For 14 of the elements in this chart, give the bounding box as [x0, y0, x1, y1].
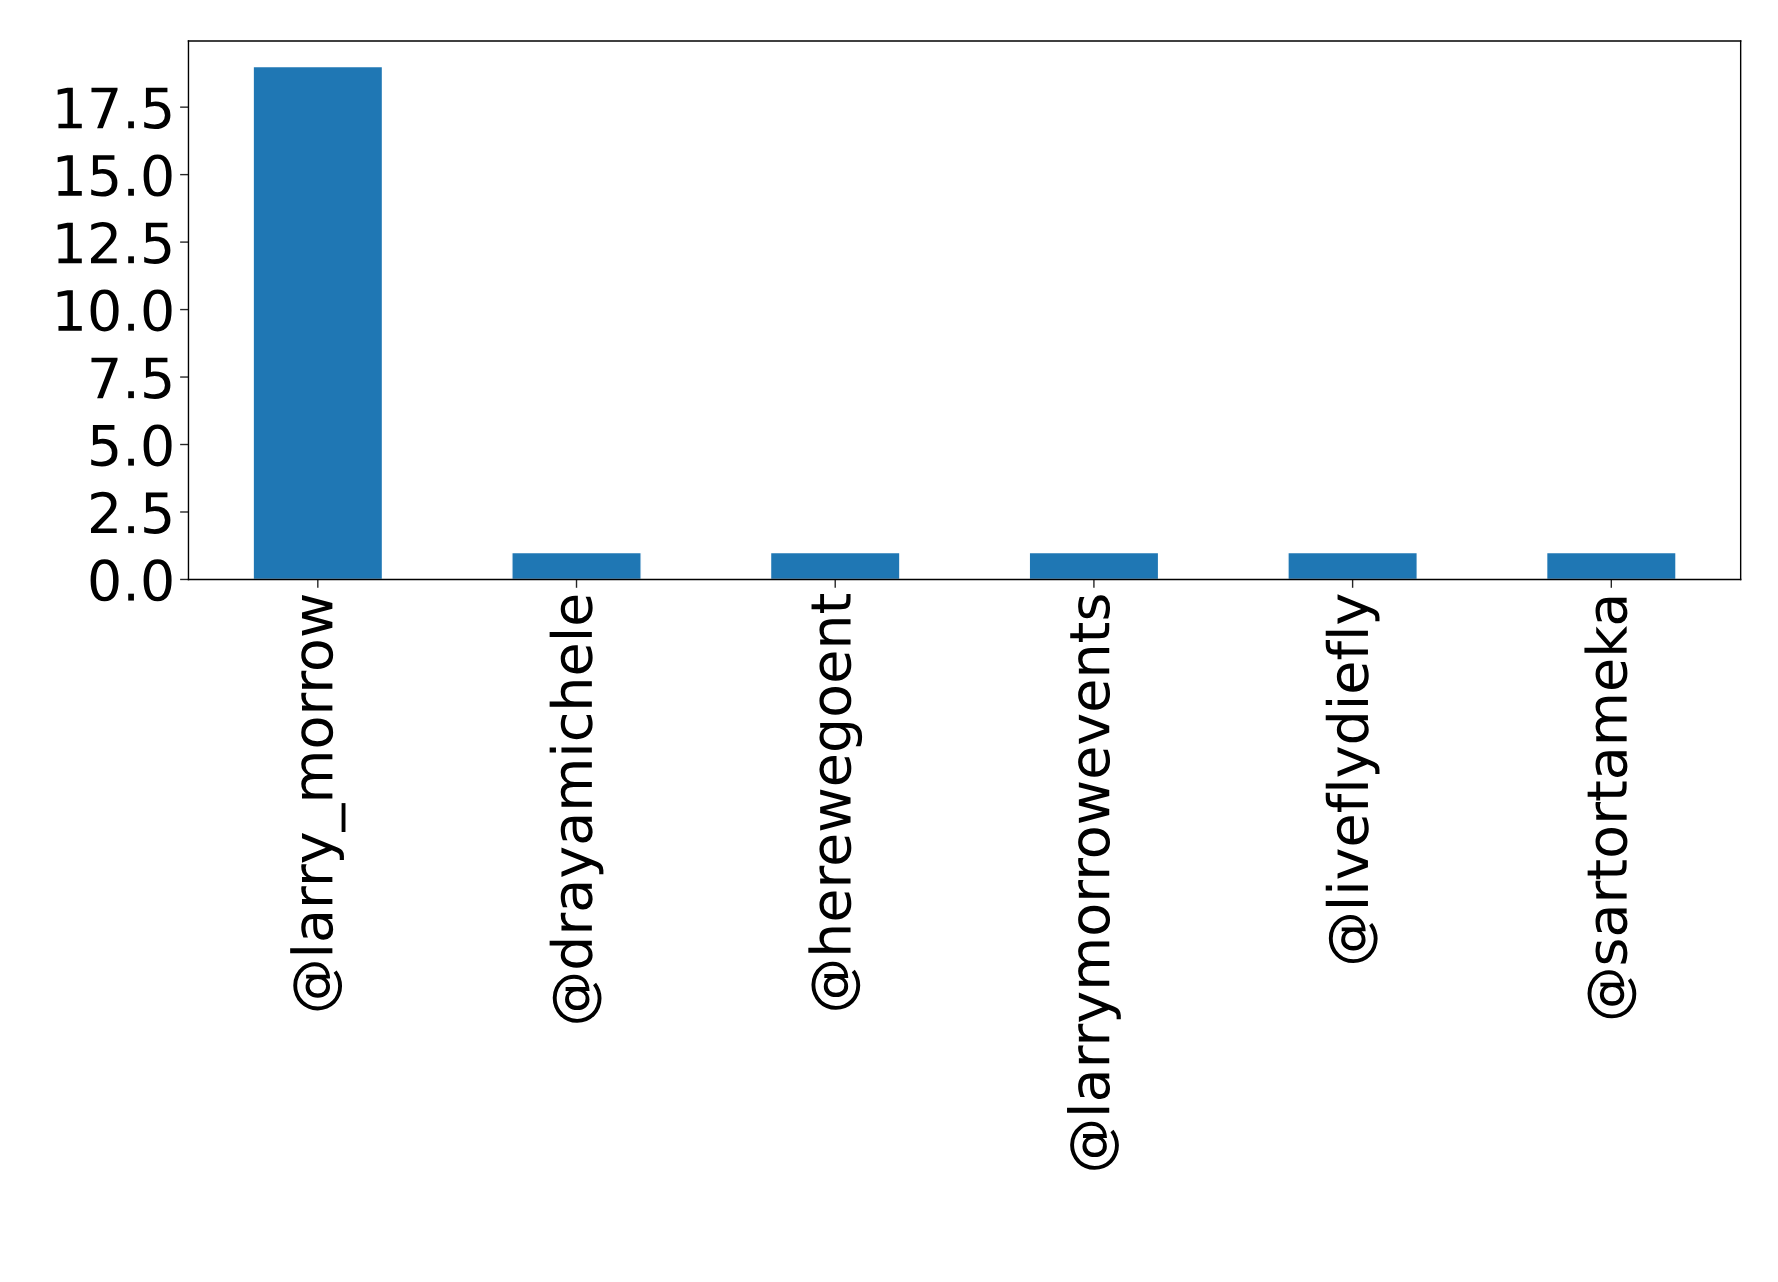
x-tick-label: @larry_morrow	[290, 594, 346, 1011]
y-tick-label: 0.0	[90, 559, 172, 602]
y-tick-label: 10.0	[57, 289, 172, 332]
x-tick-label: @sartortameka	[1584, 597, 1637, 1019]
y-tick-label: 12.5	[57, 221, 171, 264]
x-tick-label: @drayamichele	[549, 595, 604, 1023]
y-tick-label: 17.5	[57, 87, 171, 130]
y-tick-label: 2.5	[90, 491, 171, 534]
x-tick-label: @liveflydiefly	[1325, 594, 1380, 964]
y-tick-label: 7.5	[91, 357, 171, 399]
x-tick-label: @larrymorrowevents	[1067, 595, 1121, 1170]
y-tick-label: 15.0	[57, 154, 172, 197]
y-tick-label: 5.0	[91, 424, 172, 467]
x-tick-label: @herewegoent	[808, 594, 863, 1010]
